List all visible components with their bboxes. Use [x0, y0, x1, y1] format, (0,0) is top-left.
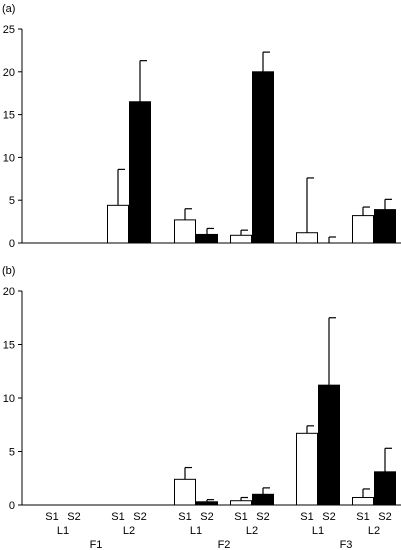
bar — [230, 500, 252, 506]
x-label-f: F1 — [90, 539, 103, 550]
bar — [174, 219, 196, 244]
x-label-f: F3 — [340, 539, 353, 550]
y-tick-label: 5 — [9, 447, 15, 459]
bar — [107, 204, 129, 244]
x-label-s: S2 — [67, 511, 80, 523]
x-label-s: S1 — [178, 511, 191, 523]
panel-label: (b) — [2, 265, 15, 277]
x-label-l: L2 — [246, 525, 258, 537]
bar — [174, 478, 196, 506]
x-label-s: S1 — [234, 511, 247, 523]
x-label-s: S2 — [378, 511, 391, 523]
x-label-l: L2 — [123, 525, 135, 537]
x-label-s: S2 — [256, 511, 269, 523]
y-tick-label: 0 — [9, 500, 15, 512]
y-tick-label: 15 — [3, 340, 15, 352]
y-tick-label: 15 — [3, 110, 15, 122]
y-tick-label: 10 — [3, 393, 15, 405]
bar — [352, 497, 374, 506]
bar — [318, 384, 340, 506]
bar — [252, 493, 274, 506]
x-label-s: S2 — [200, 511, 213, 523]
y-tick-label: 20 — [3, 286, 15, 298]
y-tick-label: 5 — [9, 195, 15, 207]
panel-b: (b) 0 5 10 15 20 — [2, 265, 401, 512]
bar — [296, 232, 318, 244]
bar — [352, 215, 374, 244]
bar — [230, 234, 252, 244]
y-tick-label: 10 — [3, 152, 15, 164]
bar — [196, 501, 218, 506]
bar — [374, 209, 396, 244]
y-tick-label: 25 — [3, 24, 15, 36]
y-tick-label: 20 — [3, 67, 15, 79]
x-label-l: L1 — [312, 525, 324, 537]
x-label-s: S1 — [111, 511, 124, 523]
y-tick-label: 0 — [9, 238, 15, 250]
x-label-l: L1 — [190, 525, 202, 537]
x-label-s: S2 — [133, 511, 146, 523]
x-label-s: S2 — [322, 511, 335, 523]
panel-label: (a) — [2, 3, 15, 15]
bar — [129, 101, 151, 244]
x-label-s: S1 — [356, 511, 369, 523]
panel-a: (a) 0 5 10 15 20 25 — [2, 3, 401, 250]
bar — [296, 432, 318, 506]
x-label-l: L1 — [57, 525, 69, 537]
x-axis-labels: S1 S2 L1 S1 S2 L2 S1 S2 L1 S1 S2 L2 S1 S2 L1 S1 S2 L2 F1 F2… — [45, 511, 391, 550]
x-label-l: L2 — [368, 525, 380, 537]
x-label-f: F2 — [218, 539, 231, 550]
x-label-s: S1 — [45, 511, 58, 523]
bar — [374, 471, 396, 506]
x-label-s: S1 — [300, 511, 313, 523]
bar — [196, 233, 218, 244]
bar — [252, 71, 274, 244]
